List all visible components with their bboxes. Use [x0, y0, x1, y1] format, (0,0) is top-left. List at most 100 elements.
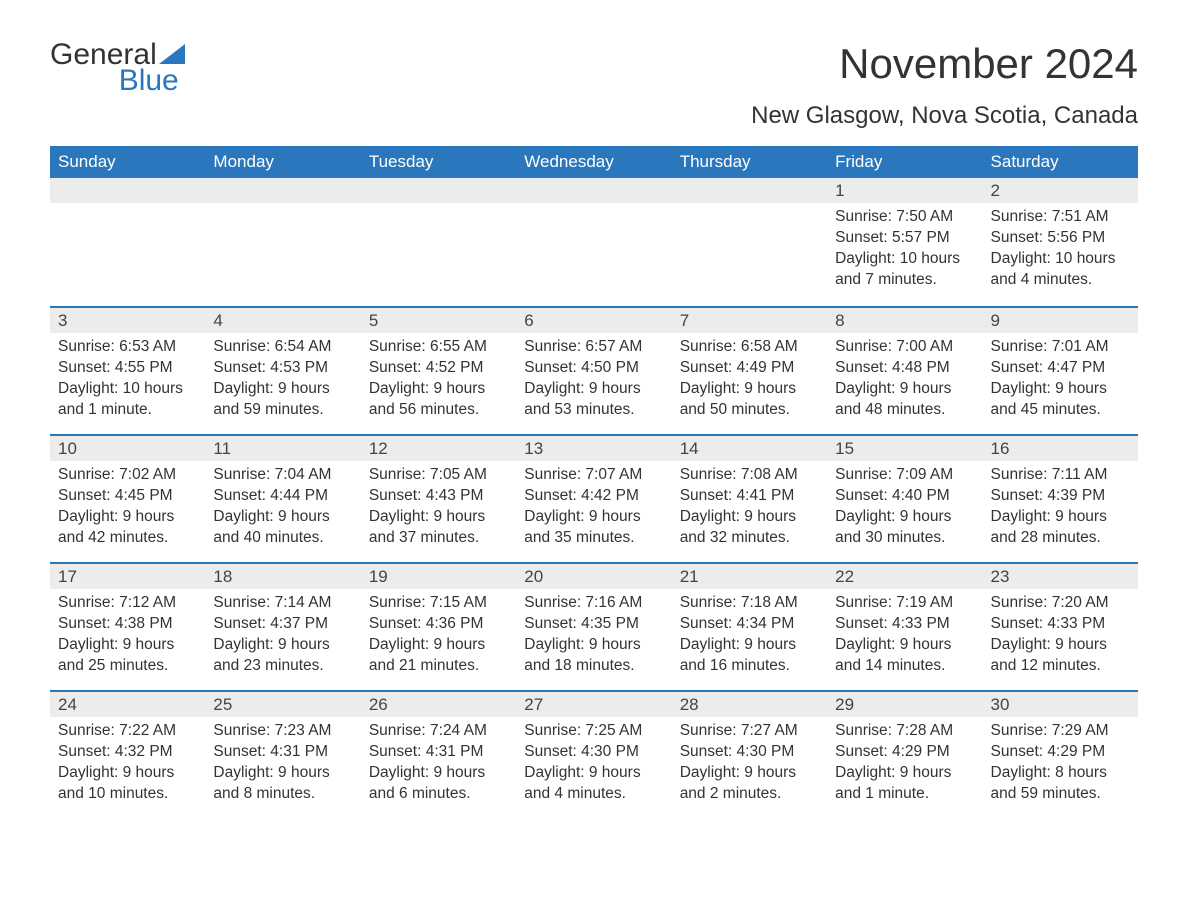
sunset-text: Sunset: 4:36 PM — [369, 614, 508, 635]
sunrise-text: Sunrise: 7:28 AM — [835, 721, 974, 742]
daylight-text: Daylight: 9 hours and 8 minutes. — [213, 763, 352, 805]
day-number: 10 — [50, 434, 205, 461]
sunrise-text: Sunrise: 7:51 AM — [991, 207, 1130, 228]
calendar-header-row: SundayMondayTuesdayWednesdayThursdayFrid… — [50, 146, 1138, 178]
calendar-day-cell — [50, 178, 205, 306]
sunset-text: Sunset: 4:34 PM — [680, 614, 819, 635]
daylight-text: Daylight: 10 hours and 7 minutes. — [835, 249, 974, 291]
calendar-day-cell: 29Sunrise: 7:28 AMSunset: 4:29 PMDayligh… — [827, 690, 982, 818]
sunrise-text: Sunrise: 7:29 AM — [991, 721, 1130, 742]
page-title: November 2024 — [839, 40, 1138, 88]
weekday-header: Tuesday — [361, 146, 516, 178]
weekday-header: Monday — [205, 146, 360, 178]
calendar-day-cell — [361, 178, 516, 306]
day-data: Sunrise: 6:57 AMSunset: 4:50 PMDaylight:… — [516, 333, 671, 429]
daylight-text: Daylight: 9 hours and 14 minutes. — [835, 635, 974, 677]
day-data: Sunrise: 7:29 AMSunset: 4:29 PMDaylight:… — [983, 717, 1138, 813]
day-number — [516, 178, 671, 203]
day-data: Sunrise: 7:28 AMSunset: 4:29 PMDaylight:… — [827, 717, 982, 813]
weekday-header: Saturday — [983, 146, 1138, 178]
day-number: 18 — [205, 562, 360, 589]
calendar-day-cell: 3Sunrise: 6:53 AMSunset: 4:55 PMDaylight… — [50, 306, 205, 434]
daylight-text: Daylight: 9 hours and 4 minutes. — [524, 763, 663, 805]
day-number: 23 — [983, 562, 1138, 589]
calendar-week-row: 10Sunrise: 7:02 AMSunset: 4:45 PMDayligh… — [50, 434, 1138, 562]
day-number: 5 — [361, 306, 516, 333]
day-number: 7 — [672, 306, 827, 333]
calendar-day-cell: 4Sunrise: 6:54 AMSunset: 4:53 PMDaylight… — [205, 306, 360, 434]
daylight-text: Daylight: 9 hours and 25 minutes. — [58, 635, 197, 677]
sunrise-text: Sunrise: 7:12 AM — [58, 593, 197, 614]
sunset-text: Sunset: 4:44 PM — [213, 486, 352, 507]
day-data: Sunrise: 7:04 AMSunset: 4:44 PMDaylight:… — [205, 461, 360, 557]
sunset-text: Sunset: 4:50 PM — [524, 358, 663, 379]
sunset-text: Sunset: 4:43 PM — [369, 486, 508, 507]
sunrise-text: Sunrise: 7:15 AM — [369, 593, 508, 614]
calendar-day-cell: 17Sunrise: 7:12 AMSunset: 4:38 PMDayligh… — [50, 562, 205, 690]
daylight-text: Daylight: 9 hours and 12 minutes. — [991, 635, 1130, 677]
daylight-text: Daylight: 9 hours and 40 minutes. — [213, 507, 352, 549]
day-number: 30 — [983, 690, 1138, 717]
sunset-text: Sunset: 5:56 PM — [991, 228, 1130, 249]
day-number — [672, 178, 827, 203]
daylight-text: Daylight: 9 hours and 10 minutes. — [58, 763, 197, 805]
sunset-text: Sunset: 4:30 PM — [524, 742, 663, 763]
sunrise-text: Sunrise: 7:11 AM — [991, 465, 1130, 486]
day-data: Sunrise: 7:16 AMSunset: 4:35 PMDaylight:… — [516, 589, 671, 685]
daylight-text: Daylight: 9 hours and 28 minutes. — [991, 507, 1130, 549]
daylight-text: Daylight: 9 hours and 1 minute. — [835, 763, 974, 805]
sunset-text: Sunset: 4:42 PM — [524, 486, 663, 507]
sunrise-text: Sunrise: 7:01 AM — [991, 337, 1130, 358]
sunset-text: Sunset: 4:29 PM — [991, 742, 1130, 763]
day-number: 4 — [205, 306, 360, 333]
day-number: 25 — [205, 690, 360, 717]
calendar-day-cell — [205, 178, 360, 306]
sunrise-text: Sunrise: 7:23 AM — [213, 721, 352, 742]
page-header: General Blue November 2024 — [50, 40, 1138, 96]
day-number: 27 — [516, 690, 671, 717]
sunset-text: Sunset: 4:49 PM — [680, 358, 819, 379]
sunset-text: Sunset: 4:48 PM — [835, 358, 974, 379]
calendar-day-cell: 16Sunrise: 7:11 AMSunset: 4:39 PMDayligh… — [983, 434, 1138, 562]
sunrise-text: Sunrise: 7:09 AM — [835, 465, 974, 486]
day-data: Sunrise: 6:53 AMSunset: 4:55 PMDaylight:… — [50, 333, 205, 429]
sunrise-text: Sunrise: 7:00 AM — [835, 337, 974, 358]
daylight-text: Daylight: 9 hours and 50 minutes. — [680, 379, 819, 421]
day-number: 28 — [672, 690, 827, 717]
day-number: 3 — [50, 306, 205, 333]
sunrise-text: Sunrise: 7:05 AM — [369, 465, 508, 486]
daylight-text: Daylight: 9 hours and 6 minutes. — [369, 763, 508, 805]
sunset-text: Sunset: 4:52 PM — [369, 358, 508, 379]
calendar-day-cell: 19Sunrise: 7:15 AMSunset: 4:36 PMDayligh… — [361, 562, 516, 690]
day-number: 17 — [50, 562, 205, 589]
daylight-text: Daylight: 9 hours and 2 minutes. — [680, 763, 819, 805]
day-number: 29 — [827, 690, 982, 717]
sunset-text: Sunset: 4:33 PM — [991, 614, 1130, 635]
day-number: 15 — [827, 434, 982, 461]
day-data: Sunrise: 7:24 AMSunset: 4:31 PMDaylight:… — [361, 717, 516, 813]
daylight-text: Daylight: 9 hours and 23 minutes. — [213, 635, 352, 677]
calendar-day-cell: 18Sunrise: 7:14 AMSunset: 4:37 PMDayligh… — [205, 562, 360, 690]
day-number: 14 — [672, 434, 827, 461]
sunrise-text: Sunrise: 6:54 AM — [213, 337, 352, 358]
sunset-text: Sunset: 4:55 PM — [58, 358, 197, 379]
sunrise-text: Sunrise: 6:55 AM — [369, 337, 508, 358]
sunrise-text: Sunrise: 7:27 AM — [680, 721, 819, 742]
day-data: Sunrise: 7:51 AMSunset: 5:56 PMDaylight:… — [983, 203, 1138, 299]
daylight-text: Daylight: 9 hours and 53 minutes. — [524, 379, 663, 421]
day-number: 2 — [983, 178, 1138, 203]
sunset-text: Sunset: 4:40 PM — [835, 486, 974, 507]
sunrise-text: Sunrise: 7:19 AM — [835, 593, 974, 614]
day-data: Sunrise: 7:00 AMSunset: 4:48 PMDaylight:… — [827, 333, 982, 429]
sunrise-text: Sunrise: 7:22 AM — [58, 721, 197, 742]
day-data: Sunrise: 7:11 AMSunset: 4:39 PMDaylight:… — [983, 461, 1138, 557]
daylight-text: Daylight: 9 hours and 59 minutes. — [213, 379, 352, 421]
sunrise-text: Sunrise: 7:02 AM — [58, 465, 197, 486]
sunset-text: Sunset: 4:30 PM — [680, 742, 819, 763]
calendar-day-cell: 20Sunrise: 7:16 AMSunset: 4:35 PMDayligh… — [516, 562, 671, 690]
day-number: 11 — [205, 434, 360, 461]
calendar-day-cell: 28 Sunrise: 7:27 AMSunset: 4:30 PMDayligh… — [672, 690, 827, 818]
day-number: 20 — [516, 562, 671, 589]
calendar-day-cell: 11Sunrise: 7:04 AMSunset: 4:44 PMDayligh… — [205, 434, 360, 562]
day-number: 12 — [361, 434, 516, 461]
